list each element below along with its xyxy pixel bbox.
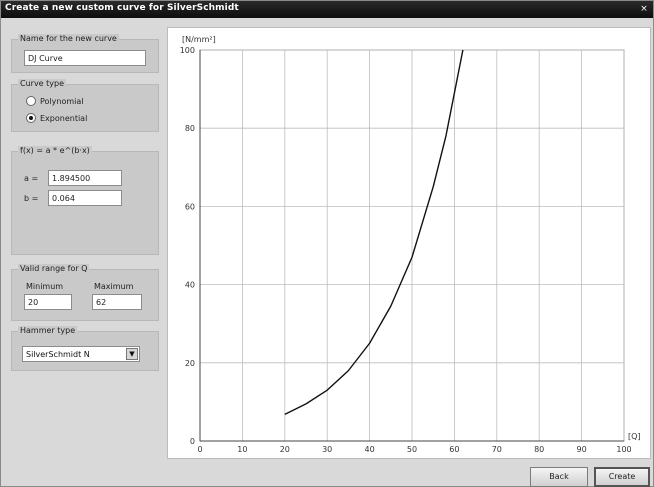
hammer-type-select[interactable]: SilverSchmidt N ▼ bbox=[22, 346, 140, 362]
curve-type-group: Curve type Polynomial Exponential bbox=[11, 79, 159, 132]
y-tick-label: 40 bbox=[185, 281, 195, 290]
name-group: Name for the new curve DJ Curve bbox=[11, 34, 159, 73]
curve-chart: 0 10 20 30 40 50 60 70 80 90 100 0 20 40 60 80 100 [N/mm²… bbox=[180, 35, 641, 454]
y-tick-label: 60 bbox=[185, 202, 195, 211]
minimum-label: Minimum bbox=[26, 282, 64, 291]
create-button[interactable]: Create bbox=[594, 467, 650, 487]
a-label: a = bbox=[24, 174, 39, 183]
y-tick-label: 100 bbox=[180, 46, 195, 55]
x-tick-label: 40 bbox=[365, 445, 375, 454]
maximum-label: Maximum bbox=[94, 282, 134, 291]
polynomial-radio[interactable] bbox=[26, 96, 36, 106]
hammer-type-group: Hammer type SilverSchmidt N ▼ bbox=[11, 326, 159, 371]
x-tick-label: 0 bbox=[197, 445, 202, 454]
formula-group: f(x) = a * e^(b·x) a = 1.894500 b = 0.06… bbox=[11, 146, 159, 255]
y-tick-label: 0 bbox=[190, 437, 195, 446]
valid-range-legend: Valid range for Q bbox=[18, 264, 90, 273]
minimum-input[interactable]: 20 bbox=[24, 294, 72, 310]
valid-range-group: Valid range for Q Minimum 20 Maximum 62 bbox=[11, 264, 159, 321]
x-tick-label: 80 bbox=[534, 445, 544, 454]
x-tick-label: 90 bbox=[577, 445, 587, 454]
x-tick-label: 60 bbox=[449, 445, 459, 454]
formula-legend: f(x) = a * e^(b·x) bbox=[18, 146, 92, 155]
a-coefficient-input[interactable]: 1.894500 bbox=[48, 170, 122, 186]
y-tick-label: 20 bbox=[185, 359, 195, 368]
x-tick-label: 100 bbox=[616, 445, 631, 454]
b-label: b = bbox=[24, 194, 39, 203]
maximum-input[interactable]: 62 bbox=[92, 294, 142, 310]
x-tick-label: 20 bbox=[280, 445, 290, 454]
curve-series-line bbox=[284, 49, 464, 416]
x-tick-label: 50 bbox=[407, 445, 417, 454]
x-axis-label: [Q] bbox=[628, 432, 641, 441]
curve-name-input[interactable]: DJ Curve bbox=[24, 50, 146, 66]
x-tick-label: 10 bbox=[237, 445, 247, 454]
hammer-type-value: SilverSchmidt N bbox=[26, 350, 90, 359]
x-tick-label: 30 bbox=[322, 445, 332, 454]
curve-plot-panel: 0 10 20 30 40 50 60 70 80 90 100 0 20 40 60 80 100 [N/mm²… bbox=[167, 27, 651, 459]
hammer-type-legend: Hammer type bbox=[18, 326, 78, 335]
chevron-down-icon[interactable]: ▼ bbox=[126, 348, 138, 360]
polynomial-label[interactable]: Polynomial bbox=[40, 97, 84, 106]
name-group-legend: Name for the new curve bbox=[18, 34, 119, 43]
y-tick-label: 80 bbox=[185, 124, 195, 133]
window-title: Create a new custom curve for SilverSchm… bbox=[5, 3, 239, 13]
b-coefficient-input[interactable]: 0.064 bbox=[48, 190, 122, 206]
x-tick-label: 70 bbox=[492, 445, 502, 454]
curve-type-legend: Curve type bbox=[18, 79, 67, 88]
back-button[interactable]: Back bbox=[530, 467, 588, 487]
close-icon[interactable]: × bbox=[640, 4, 648, 14]
title-bar: Create a new custom curve for SilverSchm… bbox=[1, 1, 653, 18]
exponential-radio[interactable] bbox=[26, 113, 36, 123]
exponential-label[interactable]: Exponential bbox=[40, 114, 88, 123]
y-axis-label: [N/mm²] bbox=[182, 35, 216, 44]
